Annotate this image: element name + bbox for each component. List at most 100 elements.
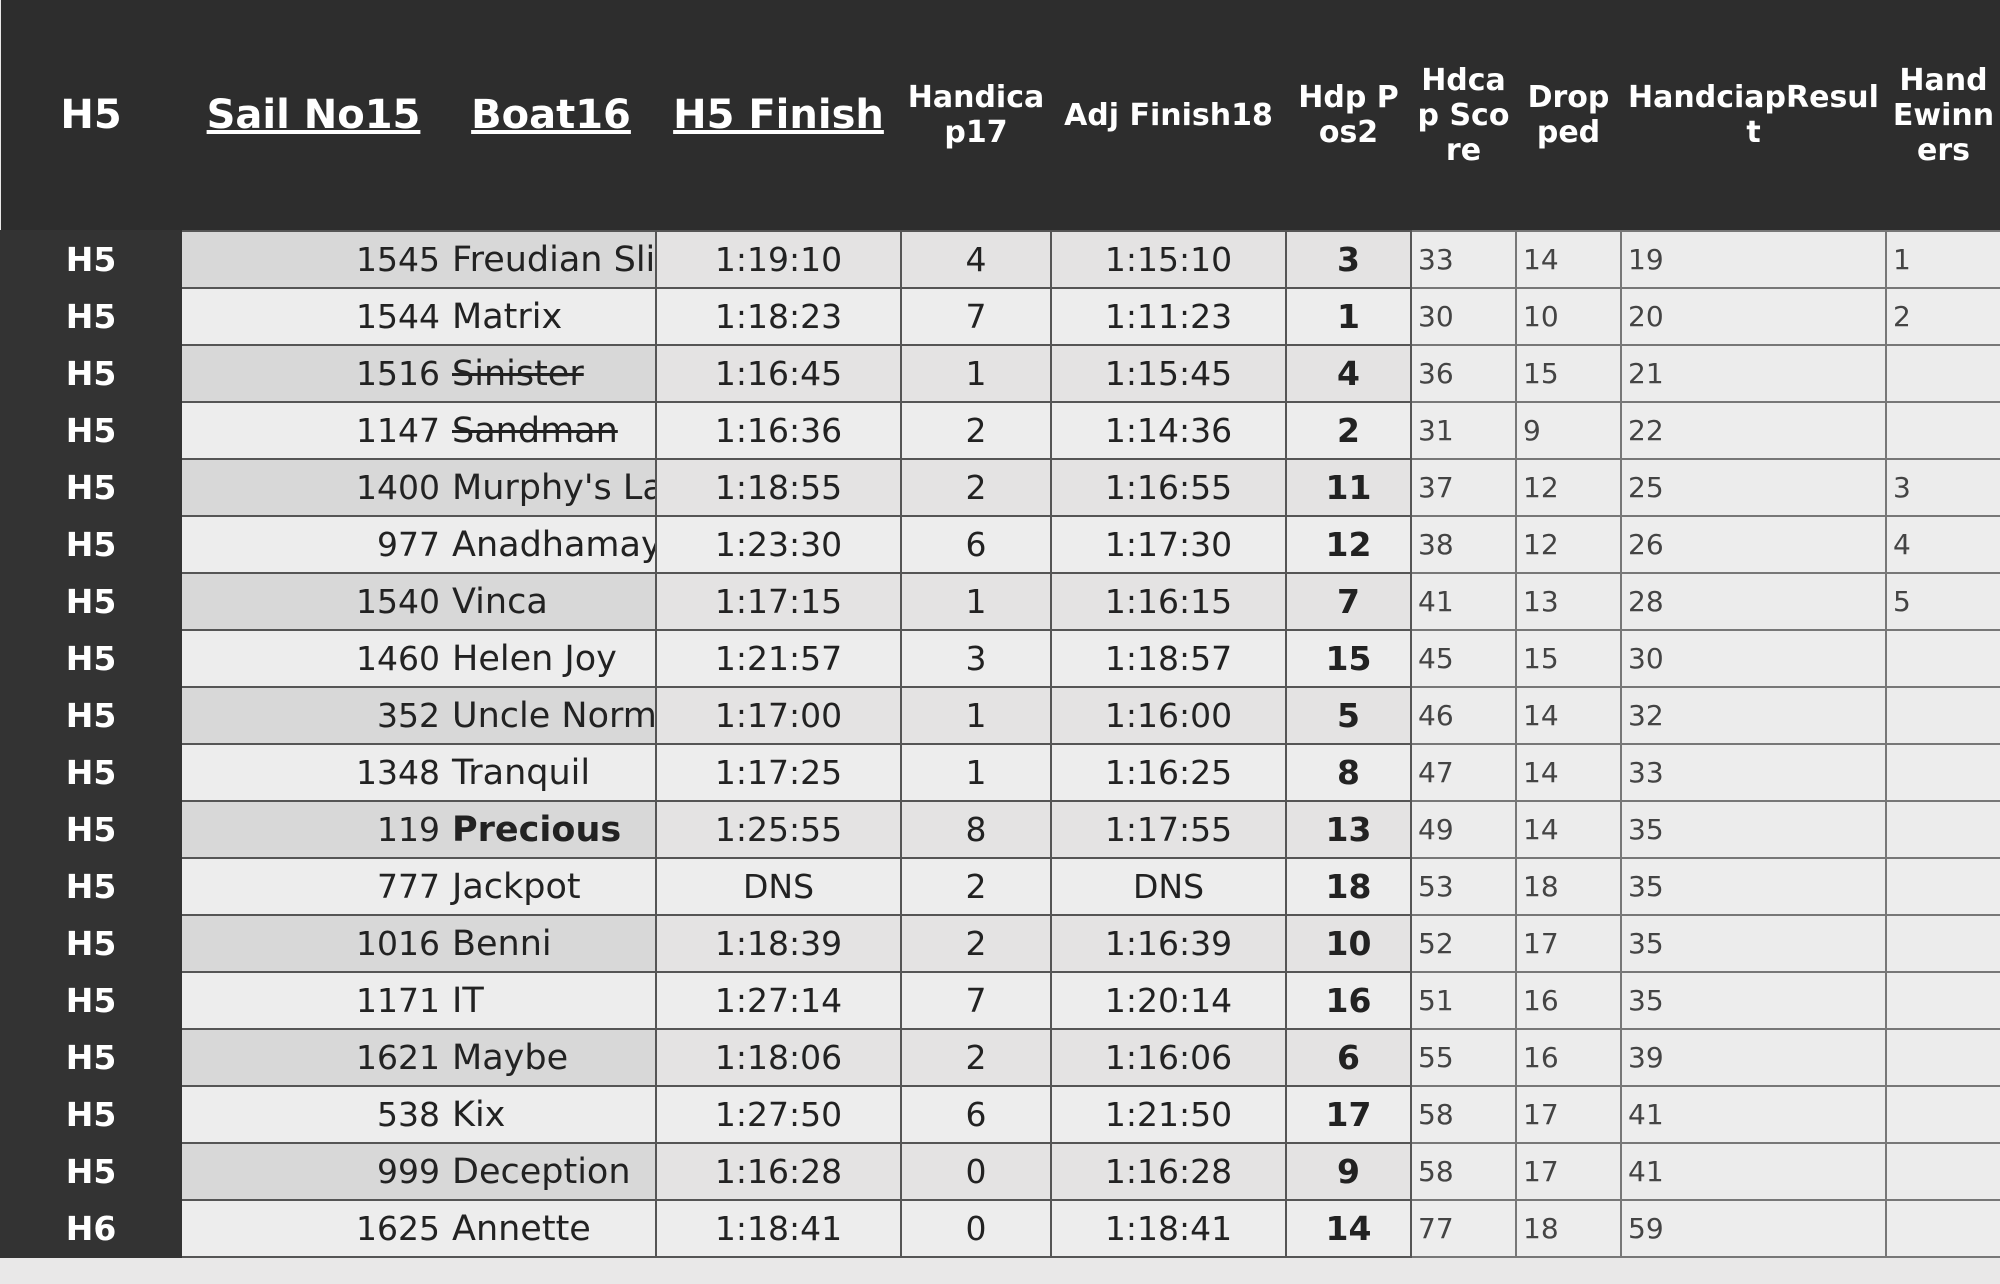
table-cell: 33 bbox=[1620, 743, 1887, 802]
empty-cell bbox=[1885, 686, 2000, 745]
table-cell: 6 bbox=[900, 515, 1052, 574]
table-row: H5 1516 Sinister 1:16:45 1 1:15:45 4 36 15 21 bbox=[0, 344, 2000, 403]
table-cell: Uncle Norm bbox=[446, 686, 657, 745]
table-cell: 25 bbox=[1620, 458, 1887, 517]
table-cell: H5 bbox=[0, 515, 182, 574]
table-cell: H5 bbox=[0, 344, 182, 403]
table-cell: 1544 bbox=[180, 287, 446, 346]
table-cell: 1:23:30 bbox=[655, 515, 902, 574]
table-row: H5 1147 Sandman 1:16:36 2 1:14:36 2 31 9 22 bbox=[0, 401, 2000, 460]
table-cell: Helen Joy bbox=[446, 629, 657, 688]
table-cell: 19 bbox=[1620, 230, 1887, 289]
table-cell: 1147 bbox=[180, 401, 446, 460]
table-cell: 7 bbox=[900, 971, 1052, 1030]
table-cell: 35 bbox=[1620, 800, 1887, 859]
table-cell: 15 bbox=[1285, 629, 1412, 688]
table-row: H5 1016 Benni 1:18:39 2 1:16:39 10 52 17 35 bbox=[0, 914, 2000, 973]
table-cell: 1:18:06 bbox=[655, 1028, 902, 1087]
table-cell: 1 bbox=[1285, 287, 1412, 346]
table-cell: 1:16:36 bbox=[655, 401, 902, 460]
table-row: H5 977 Anadhamay 1:23:30 6 1:17:30 12 38 12 26 4 bbox=[0, 515, 2000, 574]
table-cell: 13 bbox=[1515, 572, 1622, 631]
table-row: H5 352 Uncle Norm 1:17:00 1 1:16:00 5 46 14 32 bbox=[0, 686, 2000, 745]
table-cell: 1:27:14 bbox=[655, 971, 902, 1030]
table-row: H5 777 Jackpot DNS 2 DNS 18 53 18 35 bbox=[0, 857, 2000, 916]
table-cell: 9 bbox=[1285, 1142, 1412, 1201]
empty-cell bbox=[1885, 800, 2000, 859]
empty-cell bbox=[1885, 971, 2000, 1030]
table-cell: 3 bbox=[1285, 230, 1412, 289]
table-cell: 777 bbox=[180, 857, 446, 916]
table-row: H5 1348 Tranquil 1:17:25 1 1:16:25 8 47 14 33 bbox=[0, 743, 2000, 802]
table-cell: H5 bbox=[0, 230, 182, 289]
table-cell: 1:17:25 bbox=[655, 743, 902, 802]
table-cell: 38 bbox=[1410, 515, 1517, 574]
table-cell: 14 bbox=[1515, 743, 1622, 802]
table-cell: 1:27:50 bbox=[655, 1085, 902, 1144]
table-cell: 1:17:15 bbox=[655, 572, 902, 631]
table-cell: 1625 bbox=[180, 1199, 446, 1258]
empty-cell bbox=[1885, 857, 2000, 916]
table-cell: 1:18:55 bbox=[655, 458, 902, 517]
table-cell: 1:16:55 bbox=[1050, 458, 1287, 517]
table-cell: H5 bbox=[0, 1028, 182, 1087]
table-row: H5 1400 Murphy's La 1:18:55 2 1:16:55 11 37 12 25… bbox=[0, 458, 2000, 517]
table-cell: 53 bbox=[1410, 857, 1517, 916]
table-cell: 977 bbox=[180, 515, 446, 574]
column-header: Adj Finish18 bbox=[1051, 0, 1286, 231]
table-cell: 77 bbox=[1410, 1199, 1517, 1258]
table-cell: 55 bbox=[1410, 1028, 1517, 1087]
table-cell: H5 bbox=[0, 914, 182, 973]
table-cell: 17 bbox=[1515, 1085, 1622, 1144]
table-cell: 1:16:28 bbox=[655, 1142, 902, 1201]
table-cell: 1:18:39 bbox=[655, 914, 902, 973]
table-cell: 1:18:41 bbox=[1050, 1199, 1287, 1258]
table-body: H5 1545 Freudian Sli 1:19:10 4 1:15:10 3 33 14 19… bbox=[0, 230, 2000, 1258]
table-cell: 16 bbox=[1515, 1028, 1622, 1087]
table-cell: 31 bbox=[1410, 401, 1517, 460]
table-cell: H5 bbox=[0, 1085, 182, 1144]
table-cell: 20 bbox=[1620, 287, 1887, 346]
table-cell: 2 bbox=[900, 914, 1052, 973]
table-cell: 52 bbox=[1410, 914, 1517, 973]
table-cell: 8 bbox=[1285, 743, 1412, 802]
table-cell: 18 bbox=[1285, 857, 1412, 916]
column-header: Sail No15 bbox=[181, 0, 446, 231]
table-cell: 1:16:25 bbox=[1050, 743, 1287, 802]
empty-cell bbox=[1885, 1028, 2000, 1087]
table-cell: 17 bbox=[1515, 1142, 1622, 1201]
table-cell: Annette bbox=[446, 1199, 657, 1258]
table-cell: 1:18:57 bbox=[1050, 629, 1287, 688]
table-row: H5 1544 Matrix 1:18:23 7 1:11:23 1 30 10 20 2 bbox=[0, 287, 2000, 346]
table-cell: 49 bbox=[1410, 800, 1517, 859]
table-cell: 7 bbox=[900, 287, 1052, 346]
table-cell: 36 bbox=[1410, 344, 1517, 403]
table-cell: DNS bbox=[1050, 857, 1287, 916]
table-cell: 1 bbox=[900, 572, 1052, 631]
table-cell: 39 bbox=[1620, 1028, 1887, 1087]
table-row: H5 999 Deception 1:16:28 0 1:16:28 9 58 17 41 bbox=[0, 1142, 2000, 1201]
table-cell: Deception bbox=[446, 1142, 657, 1201]
table-cell: 2 bbox=[900, 857, 1052, 916]
table-cell: 14 bbox=[1515, 230, 1622, 289]
empty-cell bbox=[1885, 629, 2000, 688]
table-cell: H6 bbox=[0, 1199, 182, 1258]
table-cell: 11 bbox=[1285, 458, 1412, 517]
table-cell: IT bbox=[446, 971, 657, 1030]
table-cell: H5 bbox=[0, 1142, 182, 1201]
table-cell: 999 bbox=[180, 1142, 446, 1201]
table-cell: 30 bbox=[1410, 287, 1517, 346]
table-cell: 1:15:45 bbox=[1050, 344, 1287, 403]
table-cell: 12 bbox=[1515, 458, 1622, 517]
table-cell: 16 bbox=[1515, 971, 1622, 1030]
column-header: H5 bbox=[1, 0, 181, 231]
empty-cell bbox=[1885, 344, 2000, 403]
table-cell: 0 bbox=[900, 1199, 1052, 1258]
table-cell: 2 bbox=[1285, 401, 1412, 460]
table-cell: 37 bbox=[1410, 458, 1517, 517]
table-cell: 5 bbox=[1285, 686, 1412, 745]
table-cell: 1:15:10 bbox=[1050, 230, 1287, 289]
table-cell: 2 bbox=[1885, 287, 2000, 346]
column-header: Hand Ewinners bbox=[1886, 0, 2000, 231]
